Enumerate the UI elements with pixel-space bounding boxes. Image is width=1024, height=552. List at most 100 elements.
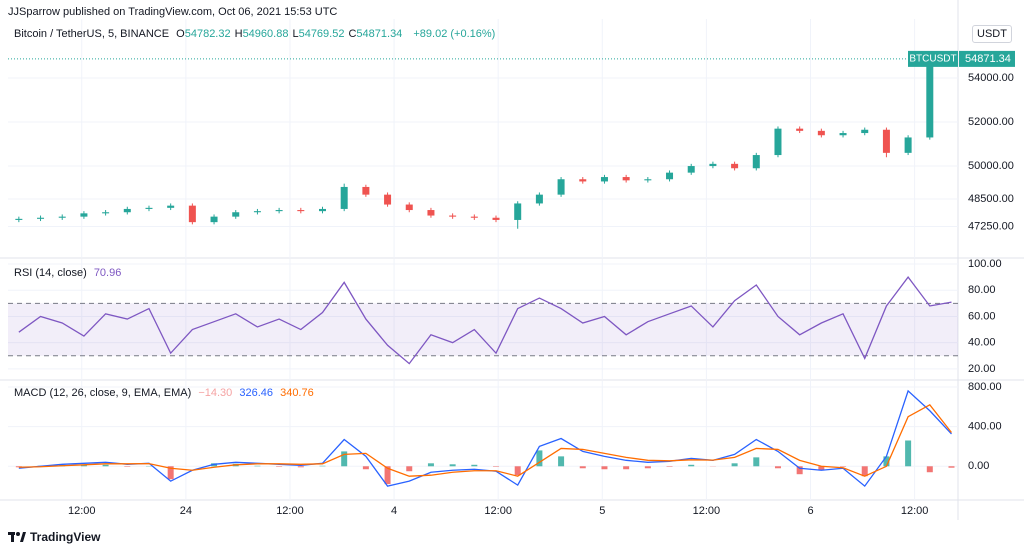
y-tick-label: 800.00 xyxy=(968,381,1002,393)
candle-body xyxy=(275,210,283,212)
y-tick-label: 48500.00 xyxy=(968,193,1014,205)
histogram-bar xyxy=(406,466,413,472)
candle-body xyxy=(318,208,326,212)
histogram-bar xyxy=(774,466,781,469)
candle-body xyxy=(752,155,760,169)
x-tick-label: 12:00 xyxy=(693,505,721,517)
macd-legend: MACD (12, 26, close, 9, EMA, EMA) −14.30… xyxy=(14,387,318,399)
price-legend: Bitcoin / TetherUS, 5, BINANCE O54782.32… xyxy=(14,28,499,40)
candle-body xyxy=(297,210,305,212)
y-tick-label: 50000.00 xyxy=(968,160,1014,172)
candle-body xyxy=(644,179,652,181)
macd-last: 326.46 xyxy=(239,387,274,399)
histogram-bar xyxy=(861,466,868,477)
candle-body xyxy=(167,205,175,208)
x-tick-label: 12:00 xyxy=(901,505,929,517)
x-tick-label: 24 xyxy=(180,505,192,517)
signal-last: 340.76 xyxy=(280,387,314,399)
rsi-title: RSI (14, close) xyxy=(14,267,87,279)
ohlc: O54782.32 H54960.88 L54769.52 C54871.34 xyxy=(176,28,406,40)
candle-body xyxy=(145,207,153,209)
y-tick-label: 54000.00 xyxy=(968,72,1014,84)
currency-button[interactable]: USDT xyxy=(972,25,1012,43)
candle-body xyxy=(123,208,131,213)
change: +89.02 (+0.16%) xyxy=(413,28,496,40)
ohlc-value: 54782.32 xyxy=(184,28,231,40)
candle-body xyxy=(666,172,674,180)
x-tick-label: 12:00 xyxy=(68,505,96,517)
histogram-bar xyxy=(427,463,434,467)
signal-line xyxy=(18,403,953,477)
histogram-bar xyxy=(796,466,803,475)
candle-body xyxy=(709,163,717,167)
ohlc-value: 54960.88 xyxy=(242,28,289,40)
y-tick-label: 0.00 xyxy=(968,460,989,472)
x-tick-label: 5 xyxy=(599,505,605,517)
candle-body xyxy=(774,128,782,156)
candle-body xyxy=(362,186,370,195)
histogram-bar xyxy=(623,466,630,470)
candle-body xyxy=(514,203,522,220)
macd-line xyxy=(18,389,952,488)
y-tick-label: 60.00 xyxy=(968,310,996,322)
candle-body xyxy=(15,218,23,220)
histogram-bar xyxy=(948,466,955,468)
histogram-bar xyxy=(80,464,87,467)
histogram-bar xyxy=(883,456,890,467)
rsi-band xyxy=(8,303,958,356)
histogram-bar xyxy=(558,456,565,467)
histogram-bar xyxy=(384,466,391,485)
candle-body xyxy=(492,217,500,220)
histogram-bar xyxy=(449,464,456,467)
candle-body xyxy=(622,177,630,181)
published: JJSparrow published on TradingView.com, … xyxy=(8,6,338,18)
symbol-title: Bitcoin / TetherUS, 5, BINANCE xyxy=(14,28,170,40)
candle-body xyxy=(600,177,608,182)
rsi-last: 70.96 xyxy=(93,267,122,279)
candle-body xyxy=(796,128,804,131)
symbol-badge xyxy=(908,50,958,67)
histogram-bar xyxy=(102,464,109,467)
y-tick-label: 80.00 xyxy=(968,284,996,296)
rsi-legend: RSI (14, close) 70.96 xyxy=(14,267,125,279)
ohlc-value: 54769.52 xyxy=(298,28,345,40)
candle-body xyxy=(904,137,912,153)
histogram-bar xyxy=(818,466,825,471)
histogram-bar xyxy=(167,466,174,480)
candle-body xyxy=(882,129,890,153)
y-tick-label: 400.00 xyxy=(968,421,1002,433)
y-tick-label: 40.00 xyxy=(968,337,996,349)
histogram-bar xyxy=(471,464,478,467)
candle-body xyxy=(80,213,88,217)
histogram-bar xyxy=(601,466,608,470)
candle-body xyxy=(839,133,847,136)
ohlc-key: H xyxy=(234,28,243,40)
candle-body xyxy=(861,129,869,134)
ohlc-value: 54871.34 xyxy=(356,28,403,40)
x-tick-label: 4 xyxy=(391,505,397,517)
rsi-line xyxy=(18,276,952,365)
histogram-bar xyxy=(297,466,304,468)
brand: TradingView xyxy=(30,530,101,544)
candle-body xyxy=(535,194,543,204)
ohlc-key: C xyxy=(348,28,357,40)
footer-logo: TradingView xyxy=(8,530,104,544)
histogram-bar xyxy=(905,440,912,467)
y-tick-label: 20.00 xyxy=(968,363,996,375)
candle-body xyxy=(188,205,196,223)
histogram-bar xyxy=(644,466,651,469)
histogram-bar xyxy=(362,466,369,470)
candle-body xyxy=(210,216,218,223)
y-tick-label: 100.00 xyxy=(968,258,1002,270)
candle-body xyxy=(232,212,240,217)
histogram-bar xyxy=(579,466,586,469)
candle-body xyxy=(102,212,110,214)
y-tick-label: 52000.00 xyxy=(968,116,1014,128)
histogram-bar xyxy=(514,466,521,476)
histogram-bar xyxy=(688,464,695,467)
price-badge xyxy=(959,50,1015,67)
ohlc-key: L xyxy=(292,28,299,40)
histogram-bar xyxy=(341,451,348,467)
